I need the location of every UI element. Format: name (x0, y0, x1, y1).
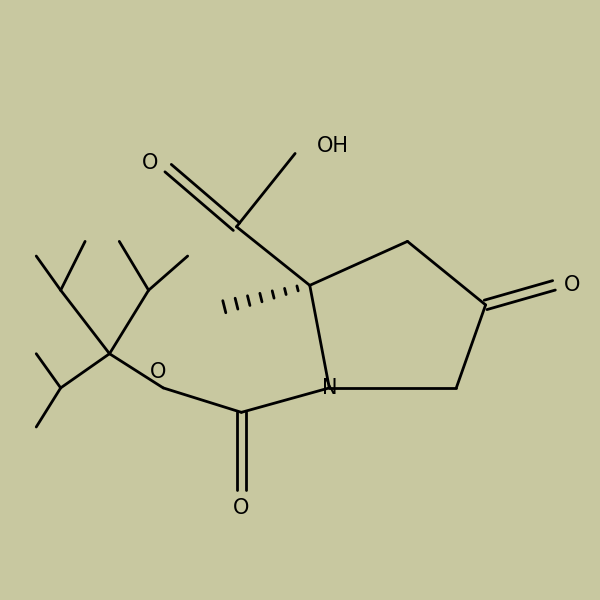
Text: OH: OH (317, 136, 349, 155)
Text: N: N (322, 378, 337, 398)
Text: O: O (563, 275, 580, 295)
Text: O: O (150, 362, 167, 382)
Text: O: O (142, 153, 159, 173)
Text: O: O (233, 498, 250, 518)
